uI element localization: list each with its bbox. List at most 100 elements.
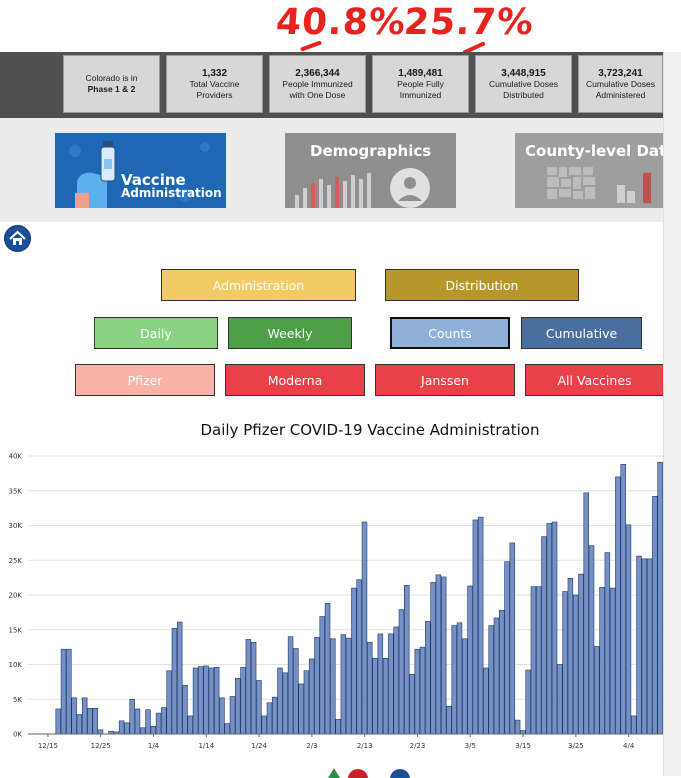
bar[interactable]	[219, 697, 225, 735]
bar[interactable]	[467, 585, 473, 735]
county-level-data-tile[interactable]: County-level Dat	[515, 133, 663, 208]
bar[interactable]	[345, 637, 352, 735]
bar[interactable]	[525, 669, 531, 735]
bar[interactable]	[66, 648, 72, 735]
bar[interactable]	[150, 726, 157, 735]
bar[interactable]	[272, 696, 278, 735]
bar[interactable]	[92, 707, 98, 735]
bar[interactable]	[425, 621, 431, 735]
weekly-button[interactable]: Weekly	[228, 317, 352, 349]
bar[interactable]	[192, 667, 199, 735]
bar[interactable]	[87, 707, 93, 735]
bar[interactable]	[340, 634, 347, 735]
bar[interactable]	[546, 523, 553, 735]
bar[interactable]	[187, 715, 193, 735]
bar[interactable]	[308, 658, 315, 735]
bar[interactable]	[578, 573, 584, 735]
bar[interactable]	[535, 586, 542, 735]
bar[interactable]	[419, 646, 426, 735]
bar[interactable]	[229, 696, 236, 735]
bar[interactable]	[567, 578, 574, 735]
bar[interactable]	[477, 516, 484, 735]
bar[interactable]	[124, 722, 130, 735]
bar[interactable]	[287, 636, 294, 735]
home-button[interactable]	[4, 225, 31, 252]
bar[interactable]	[509, 542, 516, 735]
bar[interactable]	[203, 665, 209, 735]
bar[interactable]	[594, 646, 600, 735]
bar[interactable]	[398, 609, 405, 735]
bar[interactable]	[208, 667, 215, 735]
bar[interactable]	[319, 616, 325, 735]
bar[interactable]	[140, 727, 146, 735]
bar[interactable]	[604, 552, 611, 735]
bar[interactable]	[388, 633, 394, 735]
bar[interactable]	[266, 702, 273, 735]
bar[interactable]	[393, 626, 399, 735]
bar[interactable]	[240, 666, 246, 735]
bar[interactable]	[488, 625, 494, 735]
bar[interactable]	[646, 558, 653, 735]
bar[interactable]	[330, 638, 336, 735]
bar[interactable]	[588, 545, 595, 735]
bar[interactable]	[314, 637, 320, 735]
bar[interactable]	[583, 492, 589, 735]
bar[interactable]	[657, 461, 663, 735]
bar[interactable]	[499, 609, 505, 735]
bar[interactable]	[166, 670, 172, 735]
bar[interactable]	[446, 705, 452, 735]
bar[interactable]	[324, 603, 331, 735]
bar[interactable]	[81, 697, 88, 735]
bar[interactable]	[504, 561, 510, 735]
bar[interactable]	[198, 666, 204, 735]
moderna-button[interactable]: Moderna	[225, 364, 365, 396]
bar[interactable]	[414, 648, 421, 735]
bar[interactable]	[557, 664, 563, 735]
bar[interactable]	[430, 582, 436, 735]
bar[interactable]	[155, 712, 162, 735]
bar[interactable]	[620, 464, 626, 735]
bar[interactable]	[261, 715, 267, 735]
bar[interactable]	[60, 648, 67, 735]
scrollbar-track[interactable]	[663, 52, 681, 776]
bar[interactable]	[609, 587, 616, 735]
bar[interactable]	[224, 723, 230, 735]
bar[interactable]	[636, 555, 642, 735]
bar[interactable]	[245, 639, 252, 735]
bar[interactable]	[250, 641, 257, 735]
bar[interactable]	[118, 720, 125, 735]
bar[interactable]	[377, 633, 384, 735]
bar[interactable]	[551, 521, 558, 735]
bar[interactable]	[213, 666, 220, 735]
bar[interactable]	[615, 476, 621, 735]
bar[interactable]	[367, 641, 373, 735]
bar[interactable]	[435, 574, 442, 735]
bar[interactable]	[462, 638, 468, 735]
bar[interactable]	[530, 586, 537, 735]
demographics-tile[interactable]: Demographics	[285, 133, 456, 208]
bar[interactable]	[641, 558, 648, 735]
bar[interactable]	[456, 622, 463, 735]
bar[interactable]	[282, 672, 289, 735]
bar[interactable]	[483, 667, 489, 735]
bar[interactable]	[440, 576, 447, 735]
bar[interactable]	[55, 708, 62, 735]
bar[interactable]	[409, 673, 415, 735]
bar[interactable]	[76, 714, 83, 735]
bar[interactable]	[520, 730, 526, 735]
bar[interactable]	[335, 719, 341, 735]
bar[interactable]	[382, 657, 389, 735]
bar[interactable]	[256, 680, 262, 735]
bar[interactable]	[403, 584, 410, 735]
bar[interactable]	[361, 521, 368, 735]
bar[interactable]	[235, 678, 241, 735]
bar[interactable]	[277, 667, 283, 735]
administration-button[interactable]: Administration	[161, 269, 356, 301]
daily-button[interactable]: Daily	[94, 317, 218, 349]
bar[interactable]	[97, 729, 104, 735]
bar[interactable]	[351, 587, 357, 735]
bar[interactable]	[171, 628, 178, 735]
bar[interactable]	[356, 579, 362, 735]
bar[interactable]	[145, 709, 151, 735]
janssen-button[interactable]: Janssen	[375, 364, 515, 396]
